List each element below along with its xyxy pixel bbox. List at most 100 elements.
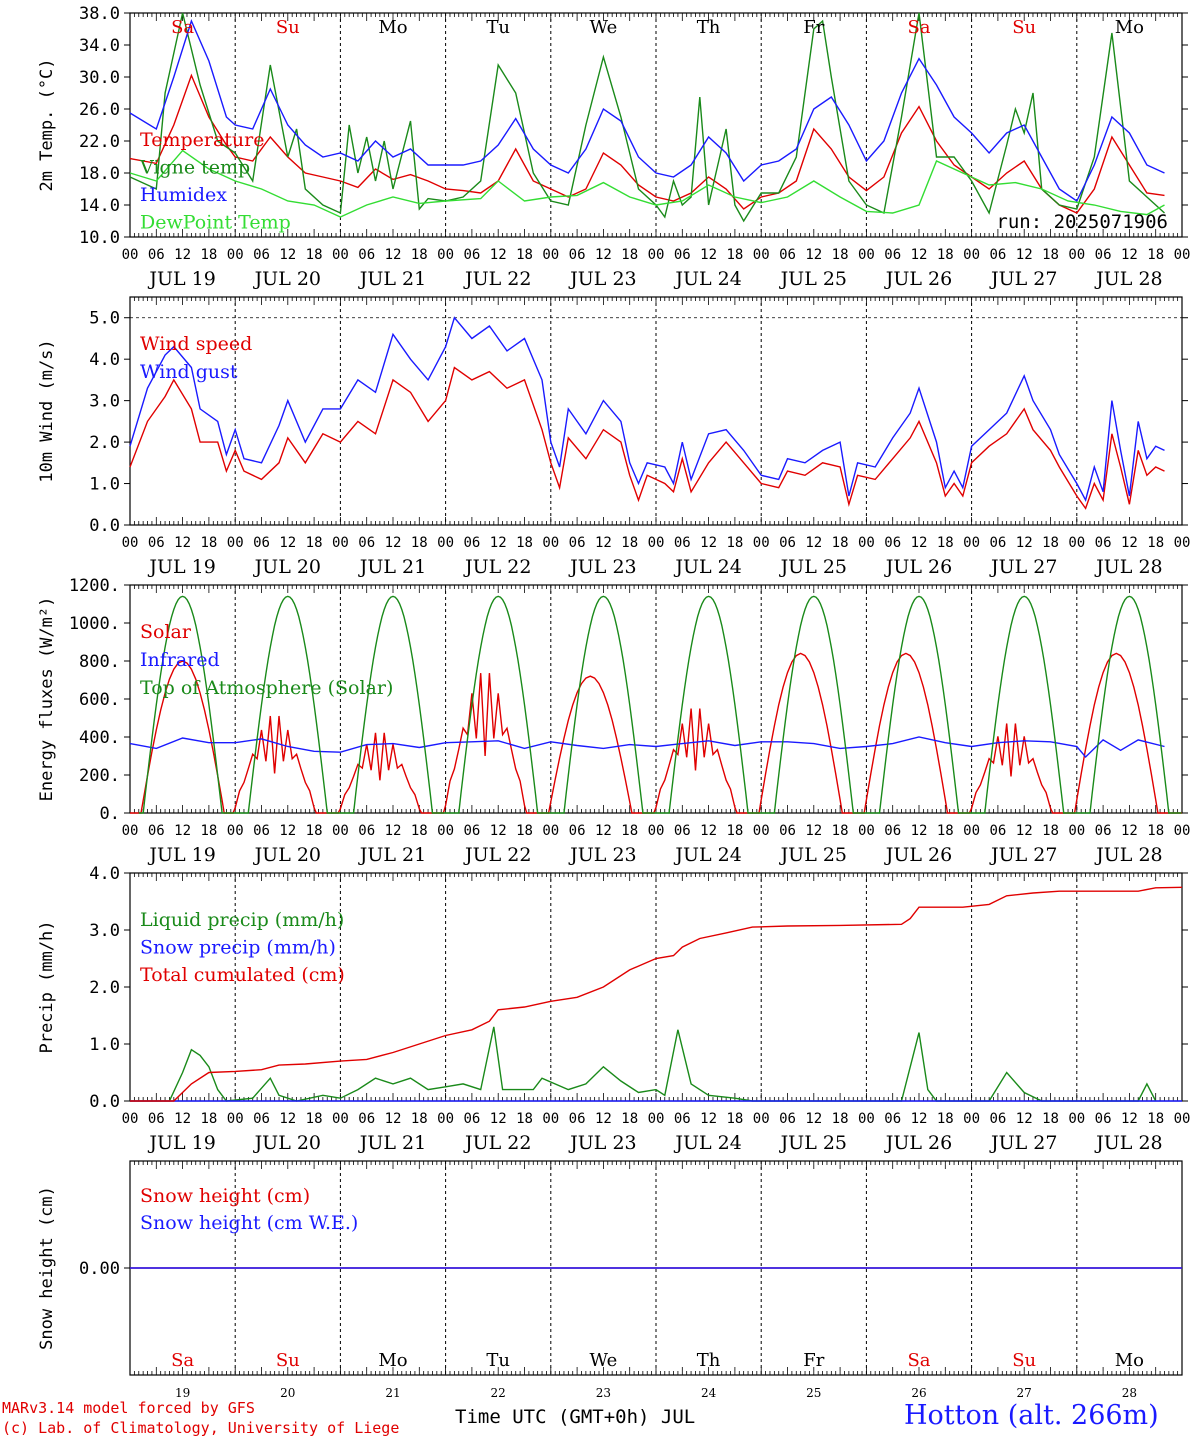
hour-label: 06 xyxy=(779,535,796,551)
hour-label: 00 xyxy=(122,247,139,263)
date-label: JUL 20 xyxy=(253,1132,321,1154)
hour-label: 00 xyxy=(963,1111,980,1127)
hour-label: 18 xyxy=(411,1111,428,1127)
date-label: JUL 21 xyxy=(358,556,426,578)
hour-label: 06 xyxy=(569,535,586,551)
y-tick-label: 1000. xyxy=(69,614,120,634)
hour-label: 06 xyxy=(989,823,1006,839)
y-tick-label: 30.0 xyxy=(79,68,120,88)
y-tick-label: 200. xyxy=(79,766,120,786)
model-credit-text: MARv3.14 model forced by GFS xyxy=(2,1399,255,1417)
hour-label: 12 xyxy=(805,535,822,551)
y-axis-title: Energy fluxes (W/m²) xyxy=(37,597,57,802)
hour-label: 18 xyxy=(726,1111,743,1127)
date-label: JUL 26 xyxy=(884,268,952,290)
hour-label: 00 xyxy=(332,247,349,263)
hour-label: 06 xyxy=(569,823,586,839)
hour-label: 12 xyxy=(805,1111,822,1127)
hour-label: 18 xyxy=(516,247,533,263)
run-label: run: 2025071906 xyxy=(996,211,1168,233)
hour-label: 18 xyxy=(200,535,217,551)
day-of-week-label: We xyxy=(590,17,618,38)
y-tick-label: 800. xyxy=(79,652,120,672)
legend-entry: Temperature xyxy=(140,129,264,151)
hour-label: 18 xyxy=(200,823,217,839)
hour-label: 12 xyxy=(385,823,402,839)
legend-entry: Total cumulated (cm) xyxy=(140,964,345,986)
hour-label: 12 xyxy=(385,247,402,263)
hour-label: 18 xyxy=(832,535,849,551)
hour-label: 06 xyxy=(463,535,480,551)
date-label: JUL 28 xyxy=(1094,556,1162,578)
legend-entry: Humidex xyxy=(140,184,227,206)
hour-label: 18 xyxy=(726,535,743,551)
legend-entry: Infrared xyxy=(140,649,220,671)
hour-label: 12 xyxy=(279,535,296,551)
date-label: JUL 26 xyxy=(884,556,952,578)
hour-label: 00 xyxy=(648,535,665,551)
hour-label: 06 xyxy=(989,535,1006,551)
hour-label: 00 xyxy=(753,1111,770,1127)
y-tick-label: 1.0 xyxy=(89,475,120,495)
date-label: JUL 24 xyxy=(673,844,741,866)
hour-label: 12 xyxy=(279,247,296,263)
hour-label: 06 xyxy=(253,535,270,551)
hour-label: 06 xyxy=(989,247,1006,263)
hour-label: 00 xyxy=(1174,1111,1191,1127)
series-line xyxy=(129,12,1165,223)
hour-label: 12 xyxy=(490,535,507,551)
hour-label: 06 xyxy=(989,1111,1006,1127)
station-name-text: Hotton (alt. 266m) xyxy=(904,1400,1159,1431)
hour-label: 12 xyxy=(174,535,191,551)
hour-label: 12 xyxy=(1016,535,1033,551)
hour-label: 12 xyxy=(911,247,928,263)
day-of-week-label: Sa xyxy=(907,17,930,38)
hour-label: 00 xyxy=(858,1111,875,1127)
y-axis-title: Precip (mm/h) xyxy=(37,920,57,1053)
hour-label: 12 xyxy=(1016,1111,1033,1127)
date-label: JUL 27 xyxy=(989,556,1057,578)
hour-label: 06 xyxy=(569,1111,586,1127)
legend-entry: Snow precip (mm/h) xyxy=(140,937,336,959)
hour-label: 06 xyxy=(674,247,691,263)
y-axis-title: Snow height (cm) xyxy=(37,1186,57,1350)
day-of-week-label: Th xyxy=(697,17,721,38)
y-tick-label: 600. xyxy=(79,690,120,710)
hour-label: 12 xyxy=(911,1111,928,1127)
y-tick-label: 26.0 xyxy=(79,100,120,120)
hour-label: 00 xyxy=(437,823,454,839)
panel-5: 0.00 Snow height (cm) Snow height (cm) Snow… xyxy=(37,1160,1183,1400)
hour-label: 18 xyxy=(411,535,428,551)
day-of-week-label: Sa xyxy=(171,1350,194,1371)
date-label: JUL 27 xyxy=(989,268,1057,290)
date-label: JUL 20 xyxy=(253,268,321,290)
date-label: JUL 26 xyxy=(884,844,952,866)
day-number-label: 28 xyxy=(1122,1386,1137,1400)
date-label: JUL 19 xyxy=(147,1132,215,1154)
hour-label: 18 xyxy=(411,247,428,263)
hour-label: 00 xyxy=(437,535,454,551)
day-of-week-label: Su xyxy=(276,1350,300,1371)
hour-label: 00 xyxy=(542,247,559,263)
hour-label: 18 xyxy=(937,535,954,551)
hour-label: 18 xyxy=(1042,535,1059,551)
hour-label: 12 xyxy=(595,1111,612,1127)
hour-label: 00 xyxy=(542,535,559,551)
hour-label: 06 xyxy=(253,823,270,839)
hour-label: 18 xyxy=(621,535,638,551)
day-number-label: 25 xyxy=(806,1386,821,1400)
day-of-week-label: Th xyxy=(697,1350,721,1371)
hour-label: 06 xyxy=(463,247,480,263)
y-tick-label: 5.0 xyxy=(89,309,120,329)
day-of-week-label: Mo xyxy=(1115,1350,1144,1371)
day-number-label: 21 xyxy=(385,1386,400,1400)
y-tick-label: 2.0 xyxy=(89,978,120,998)
hour-label: 00 xyxy=(1174,823,1191,839)
hour-label: 18 xyxy=(306,247,323,263)
day-of-week-label: Tu xyxy=(486,17,510,38)
y-tick-label: 18.0 xyxy=(79,164,120,184)
hour-label: 12 xyxy=(490,823,507,839)
date-label: JUL 19 xyxy=(147,844,215,866)
hour-label: 18 xyxy=(200,247,217,263)
hour-label: 12 xyxy=(911,823,928,839)
